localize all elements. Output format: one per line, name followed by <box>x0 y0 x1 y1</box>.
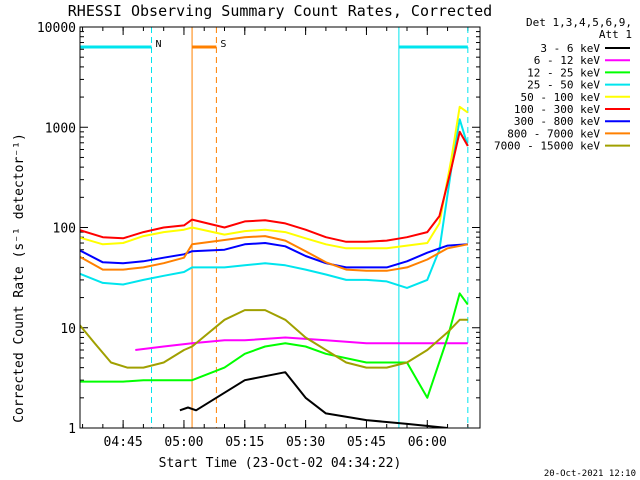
series-group <box>80 105 469 428</box>
marker-label: S <box>220 39 226 50</box>
x-tick-label: 05:30 <box>286 435 325 450</box>
x-tick-label: 04:45 <box>104 435 143 450</box>
x-tick-label: 05:00 <box>164 435 203 450</box>
x-tick-label: 05:15 <box>225 435 264 450</box>
series-line-25-to-50keV <box>80 118 469 289</box>
legend-label: 6 - 12 keV <box>534 54 601 67</box>
series-line-6-to-12keV <box>135 336 468 351</box>
legend-label: 800 - 7000 keV <box>507 127 600 140</box>
legend-label: 12 - 25 keV <box>527 66 600 79</box>
y-tick-label: 10000 <box>37 21 76 36</box>
legend-label: 100 - 300 keV <box>514 103 600 116</box>
series-line-50-to-100keV <box>80 105 469 250</box>
legend-label: 300 - 800 keV <box>514 115 600 128</box>
series-line-300-to-800keV <box>80 242 468 269</box>
legend-label: 50 - 100 keV <box>521 91 601 104</box>
timestamp-footer: 20-Oct-2021 12:10 <box>544 469 636 479</box>
y-tick-label: 1000 <box>45 121 76 136</box>
legend-label: 7000 - 15000 keV <box>494 140 600 153</box>
legend-header-line-1: Det 1,3,4,5,6,9, <box>526 16 632 29</box>
y-tick-label: 100 <box>53 222 76 237</box>
y-tick-label: 10 <box>60 322 76 337</box>
legend-label: 25 - 50 keV <box>527 79 600 92</box>
plot-frame <box>79 26 481 429</box>
series-line-12-to-25keV <box>80 292 469 399</box>
x-tick-label: 06:00 <box>408 435 447 450</box>
legend-header-line-2: Att 1 <box>599 28 632 41</box>
series-line-7000-to-15000keV <box>80 309 468 369</box>
y-axis-label: Corrected Count Rate (s⁻¹ detector⁻¹) <box>12 133 27 423</box>
plot-area: 1 10 100 1000 10000 04:45 05:00 05:15 05:30 05:45… <box>37 21 481 450</box>
x-axis-label: Start Time (23-Oct-02 04:34:22) <box>159 456 402 471</box>
marker-label: N <box>156 39 162 50</box>
series-line-800-to-7000keV <box>80 235 468 272</box>
series-line-3-to-6keV <box>179 371 448 428</box>
x-tick-label: 05:45 <box>347 435 386 450</box>
y-tick-label: 1 <box>68 422 76 437</box>
chart-title: RHESSI Observing Summary Count Rates, Co… <box>68 2 492 20</box>
series-line-100-to-300keV <box>80 130 469 243</box>
legend-label: 3 - 6 keV <box>540 42 600 55</box>
